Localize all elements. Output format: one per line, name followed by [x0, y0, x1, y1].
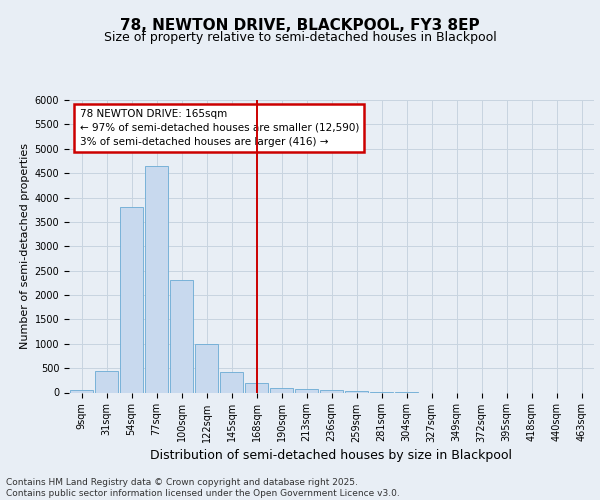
Bar — [320, 390, 343, 392]
Text: 78, NEWTON DRIVE, BLACKPOOL, FY3 8EP: 78, NEWTON DRIVE, BLACKPOOL, FY3 8EP — [120, 18, 480, 32]
Bar — [245, 383, 268, 392]
Bar — [95, 370, 118, 392]
Text: Contains HM Land Registry data © Crown copyright and database right 2025.
Contai: Contains HM Land Registry data © Crown c… — [6, 478, 400, 498]
Y-axis label: Number of semi-detached properties: Number of semi-detached properties — [20, 143, 31, 350]
Bar — [145, 166, 168, 392]
X-axis label: Distribution of semi-detached houses by size in Blackpool: Distribution of semi-detached houses by … — [151, 448, 512, 462]
Bar — [120, 208, 143, 392]
Bar — [70, 390, 93, 392]
Bar — [270, 388, 293, 392]
Bar — [220, 372, 243, 392]
Text: 78 NEWTON DRIVE: 165sqm
← 97% of semi-detached houses are smaller (12,590)
3% of: 78 NEWTON DRIVE: 165sqm ← 97% of semi-de… — [79, 109, 359, 147]
Bar — [195, 344, 218, 393]
Bar — [170, 280, 193, 392]
Bar — [295, 389, 318, 392]
Text: Size of property relative to semi-detached houses in Blackpool: Size of property relative to semi-detach… — [104, 31, 496, 44]
